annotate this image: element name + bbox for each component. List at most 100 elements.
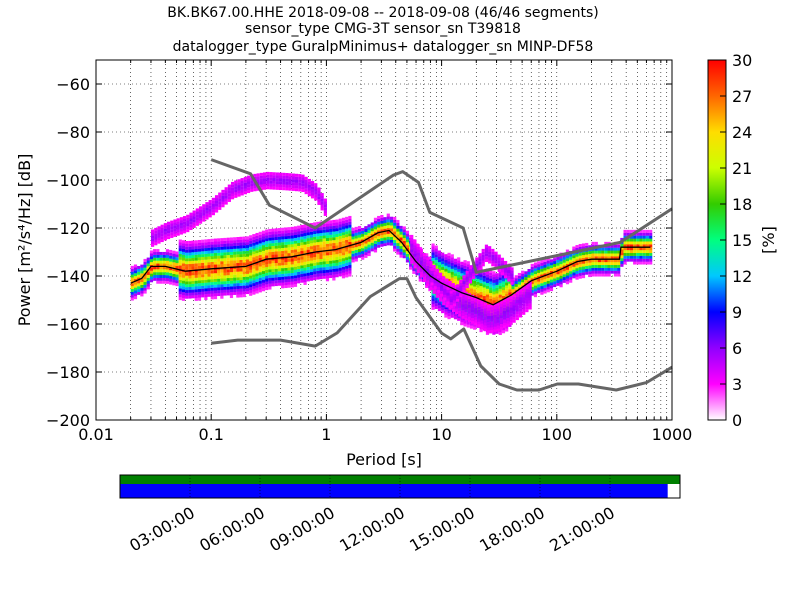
histogram-cell	[431, 252, 435, 256]
histogram-cell	[297, 260, 301, 264]
histogram-cell	[467, 299, 471, 303]
histogram-cell	[310, 186, 315, 190]
histogram-cell	[181, 289, 186, 293]
histogram-cell	[245, 244, 250, 248]
histogram-cell	[453, 264, 458, 268]
histogram-cell	[233, 280, 237, 284]
histogram-cell	[303, 270, 307, 274]
histogram-cell	[189, 227, 193, 231]
histogram-cell	[290, 284, 294, 288]
histogram-cell	[271, 243, 275, 247]
histogram-cell	[258, 280, 262, 284]
histogram-cell	[227, 184, 231, 188]
histogram-cell	[258, 283, 262, 287]
histogram-cell	[175, 260, 179, 264]
histogram-cell	[266, 171, 270, 175]
histogram-cell	[477, 298, 481, 302]
histogram-cell	[320, 204, 324, 208]
histogram-cell	[431, 295, 435, 299]
histogram-cell	[629, 258, 634, 262]
histogram-cell	[313, 271, 317, 275]
histogram-cell	[383, 234, 387, 238]
histogram-cell	[159, 277, 163, 281]
histogram-cell	[319, 258, 323, 262]
histogram-cell	[419, 251, 423, 255]
histogram-cell	[467, 304, 471, 308]
histogram-cell	[329, 243, 333, 247]
histogram-cell	[410, 234, 414, 238]
histogram-cell	[329, 228, 333, 232]
histogram-cell	[319, 227, 323, 231]
histogram-cell	[261, 242, 266, 246]
histogram-cell	[377, 221, 381, 225]
histogram-cell	[262, 186, 267, 190]
histogram-cell	[489, 292, 493, 296]
histogram-cell	[239, 239, 243, 243]
histogram-cell	[284, 241, 288, 245]
histogram-cell	[320, 198, 324, 202]
histogram-cell	[285, 181, 289, 185]
histogram-cell	[194, 292, 198, 296]
histogram-cell	[195, 214, 199, 218]
histogram-cell	[377, 227, 381, 231]
histogram-cell	[620, 258, 624, 262]
histogram-cell	[422, 253, 427, 257]
histogram-cell	[610, 270, 614, 274]
histogram-cell	[341, 240, 346, 244]
histogram-cell	[518, 288, 523, 292]
histogram-cell	[389, 236, 394, 240]
histogram-cell	[243, 191, 247, 195]
histogram-cell	[357, 240, 362, 244]
histogram-cell	[185, 252, 189, 256]
histogram-cell	[490, 312, 494, 316]
histogram-cell	[416, 249, 420, 253]
histogram-cell	[604, 273, 608, 277]
histogram-cell	[338, 221, 342, 225]
histogram-cell	[313, 228, 317, 232]
histogram-cell	[467, 310, 471, 314]
histogram-cell	[578, 246, 582, 250]
histogram-cell	[335, 274, 339, 278]
histogram-cell	[597, 262, 602, 266]
histogram-cell	[430, 270, 434, 274]
histogram-cell	[361, 245, 365, 249]
y-tick-label: −200	[46, 411, 90, 430]
histogram-cell	[291, 185, 295, 189]
histogram-cell	[300, 230, 304, 234]
histogram-cell	[463, 263, 467, 267]
histogram-cell	[178, 239, 182, 243]
histogram-cell	[293, 278, 298, 282]
histogram-cell	[514, 278, 518, 282]
histogram-cell	[448, 306, 452, 310]
histogram-cell	[373, 243, 378, 247]
histogram-cell	[223, 249, 227, 253]
histogram-cell	[322, 232, 326, 236]
histogram-cell	[313, 259, 317, 263]
histogram-cell	[639, 247, 643, 251]
histogram-cell	[422, 279, 427, 283]
histogram-cell	[480, 326, 484, 330]
histogram-cell	[468, 271, 473, 275]
histogram-cell	[452, 297, 457, 301]
histogram-cell	[354, 238, 358, 242]
histogram-cell	[434, 262, 438, 266]
histogram-cell	[338, 250, 342, 254]
histogram-cell	[543, 273, 547, 277]
histogram-cell	[610, 247, 614, 251]
histogram-cell	[229, 263, 234, 267]
histogram-cell	[163, 225, 167, 229]
histogram-cell	[496, 305, 500, 309]
histogram-cell	[323, 212, 327, 216]
histogram-cell	[303, 238, 307, 242]
histogram-cell	[303, 230, 307, 234]
histogram-cell	[169, 275, 173, 279]
histogram-cell	[493, 329, 497, 333]
histogram-cell	[386, 233, 390, 237]
histogram-cell	[479, 271, 483, 275]
histogram-cell	[253, 185, 257, 189]
histogram-cell	[380, 226, 384, 230]
histogram-cell	[268, 246, 272, 250]
histogram-cell	[617, 244, 621, 248]
histogram-cell	[626, 238, 630, 242]
histogram-cell	[307, 190, 311, 194]
